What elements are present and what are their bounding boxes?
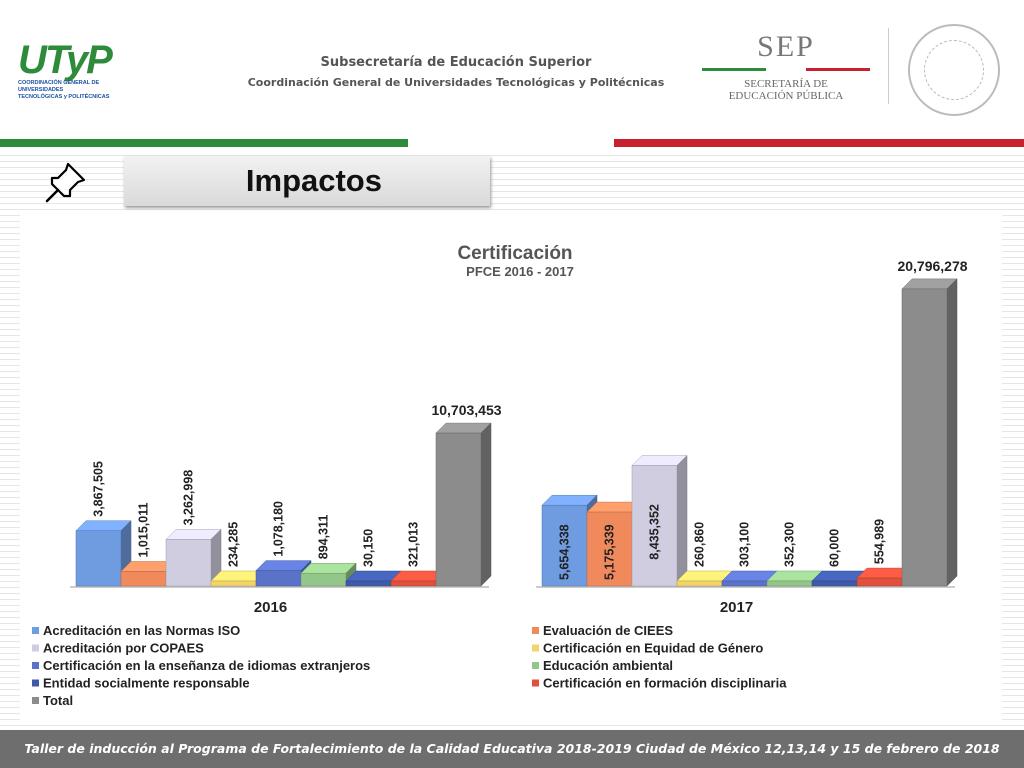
bar-side xyxy=(676,454,688,587)
bar xyxy=(120,571,167,587)
green-stripe xyxy=(0,139,408,147)
certification-chart: Certificación PFCE 2016 - 2017 2016 2017 3… xyxy=(32,243,968,708)
bar xyxy=(75,530,122,587)
legend-label: Certificación en la enseñanza de idiomas… xyxy=(43,658,370,673)
footer-bar: Taller de inducción al Programa de Forta… xyxy=(0,730,1024,768)
data-label: 5,175,339 xyxy=(603,524,617,580)
legend-swatch xyxy=(32,644,39,652)
utp-logo-sub2: TECNOLÓGICAS y POLITÉCNICAS xyxy=(18,94,110,100)
chart-title: Certificación xyxy=(457,243,572,264)
header-titles: Subsecretaría de Educación Superior Coor… xyxy=(236,55,676,89)
data-label: 894,311 xyxy=(317,515,331,560)
data-label: 321,013 xyxy=(407,522,421,567)
group-label: 2016 xyxy=(254,599,287,616)
national-seal-logo xyxy=(908,24,1000,116)
legend-label: Entidad socialmente responsable xyxy=(43,676,250,691)
data-label: 234,285 xyxy=(227,522,241,567)
bar xyxy=(210,580,257,587)
chart-plot: 2016 2017 3,867,505 5,654,338 1,015,011 5,175… xyxy=(70,258,968,616)
data-label: 1,078,180 xyxy=(272,501,286,557)
data-label: 20,796,278 xyxy=(897,258,967,274)
data-label: 3,867,505 xyxy=(92,461,106,517)
slide-title-box: Impactos xyxy=(124,156,490,206)
chart-subtitle: PFCE 2016 - 2017 xyxy=(466,264,574,279)
bar xyxy=(586,511,633,587)
bar xyxy=(856,577,903,587)
legend-swatch xyxy=(532,679,539,687)
utp-logo: UTyP COORDINACIÓN GENERAL DE UNIVERSIDAD… xyxy=(18,40,128,104)
header-divider xyxy=(888,28,889,104)
bar xyxy=(541,504,588,587)
data-label: 352,300 xyxy=(783,522,797,567)
data-label: 60,000 xyxy=(828,529,842,567)
bar xyxy=(255,570,302,587)
data-label: 30,150 xyxy=(362,529,376,567)
header-title-line1: Subsecretaría de Educación Superior xyxy=(320,55,592,70)
national-seal-emblem xyxy=(924,40,984,100)
data-label: 554,989 xyxy=(873,519,887,564)
sep-logo-line2: EDUCACIÓN PÚBLICA xyxy=(728,90,844,102)
bar-side xyxy=(480,422,492,587)
legend-label: Acreditación en las Normas ISO xyxy=(43,623,240,638)
chart-card: Certificación PFCE 2016 - 2017 2016 2017 3… xyxy=(20,214,1002,722)
bar xyxy=(390,580,437,587)
slide-header: UTyP COORDINACIÓN GENERAL DE UNIVERSIDAD… xyxy=(0,0,1024,150)
bar xyxy=(345,580,392,587)
legend-label: Educación ambiental xyxy=(543,658,673,673)
bar xyxy=(721,580,768,587)
data-label: 1,015,011 xyxy=(137,503,151,558)
legend-label: Evaluación de CIEES xyxy=(543,623,673,638)
slide-title: Impactos xyxy=(245,163,382,198)
data-label: 5,654,338 xyxy=(558,524,572,580)
bar xyxy=(811,580,858,587)
sep-logo-line1: SECRETARÍA DE xyxy=(744,78,828,90)
legend-label: Certificación en Equidad de Género xyxy=(543,641,763,656)
chart-legend: Acreditación en las Normas ISO Evaluación… xyxy=(32,623,787,708)
utp-logo-mark: UTyP xyxy=(18,38,113,82)
legend-swatch xyxy=(532,662,539,669)
data-label: 3,262,998 xyxy=(182,470,196,526)
legend-swatch xyxy=(32,679,39,687)
data-label: 260,860 xyxy=(693,522,707,567)
legend-swatch xyxy=(32,627,39,634)
data-label: 303,100 xyxy=(738,522,752,567)
data-label: 8,435,352 xyxy=(648,504,662,560)
legend-swatch xyxy=(532,627,539,634)
bar xyxy=(676,580,723,587)
bar xyxy=(631,465,678,587)
pushpin-icon xyxy=(42,158,90,206)
utp-logo-sub1: COORDINACIÓN GENERAL DE UNIVERSIDADES xyxy=(18,80,100,93)
legend-swatch xyxy=(32,697,39,704)
bar xyxy=(766,580,813,587)
group-label: 2017 xyxy=(720,599,753,616)
header-title-line2: Coordinación General de Universidades Te… xyxy=(247,76,665,89)
sep-flag-stripe xyxy=(702,68,870,71)
data-label: 10,703,453 xyxy=(431,402,501,418)
bar xyxy=(165,539,212,587)
bar xyxy=(901,288,948,587)
legend-label: Acreditación por COPAES xyxy=(43,641,204,656)
bar xyxy=(435,432,482,587)
red-stripe xyxy=(614,139,1024,147)
sep-logo: SEP SECRETARÍA DE EDUCACIÓN PÚBLICA xyxy=(702,30,870,110)
sep-logo-mark: SEP xyxy=(757,30,815,63)
legend-swatch xyxy=(32,662,39,669)
legend-label: Total xyxy=(43,693,73,708)
bar xyxy=(300,572,347,587)
bar-side xyxy=(946,278,958,587)
legend-label: Certificación en formación disciplinaria xyxy=(543,676,787,691)
footer-text: Taller de inducción al Programa de Forta… xyxy=(24,741,1000,756)
legend-swatch xyxy=(532,644,539,652)
